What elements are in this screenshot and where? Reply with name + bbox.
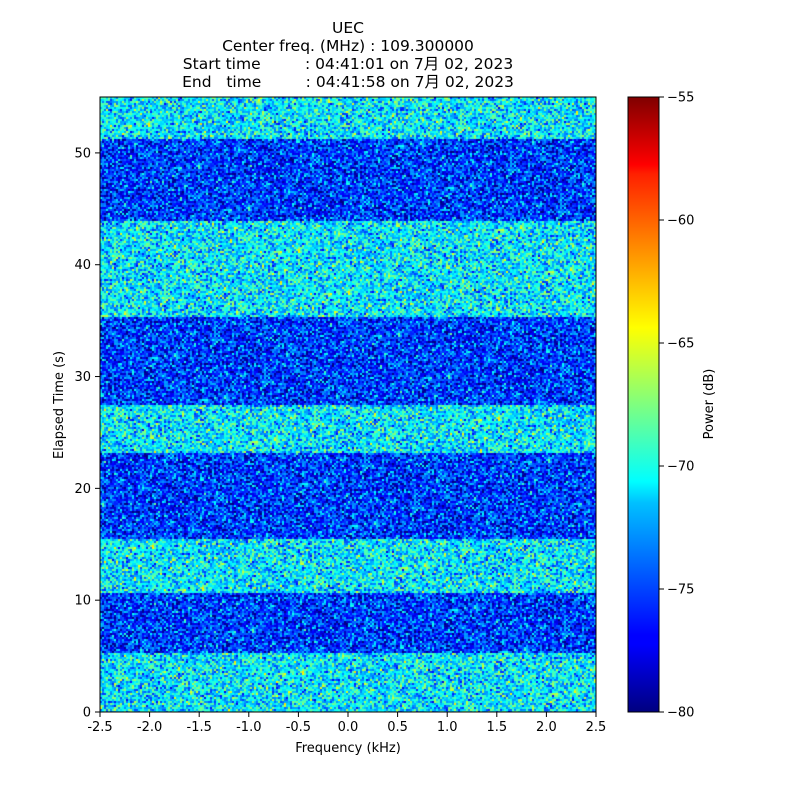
colorbar-axis: −55 −60 −65 −70 −75 −80	[659, 91, 694, 721]
spectrogram-image	[100, 97, 596, 712]
title-line-3: Start time : 04:41:01 on 7月 02, 2023	[182, 55, 514, 73]
x-axis-label: Frequency (kHz)	[295, 741, 401, 756]
x-tick-label: 2.0	[536, 720, 557, 735]
x-axis: -2.5 -2.0 -1.5 -1.0 -0.5 0.0 0.5 1.0 1.5 2.0 2.5	[87, 712, 606, 735]
colorbar	[627, 96, 660, 713]
x-tick-label: 0.5	[387, 720, 408, 735]
y-tick-label: 20	[74, 482, 91, 497]
y-tick-label: 30	[74, 370, 91, 385]
colorbar-label: Power (dB)	[702, 369, 717, 440]
spectrogram-heatmap	[100, 97, 596, 712]
y-tick-label: 0	[83, 706, 91, 721]
x-tick-label: 2.5	[586, 720, 607, 735]
y-tick-label: 40	[74, 258, 91, 273]
chart-title: UEC Center freq. (MHz) : 109.300000 Star…	[100, 19, 596, 91]
title-line-2: Center freq. (MHz) : 109.300000	[222, 37, 474, 55]
x-tick-label: 1.5	[486, 720, 507, 735]
title-line-1: UEC	[332, 19, 364, 37]
x-tick-label: -1.0	[236, 720, 261, 735]
colorbar-tick-label: −60	[667, 214, 694, 229]
x-tick-label: 0.0	[338, 720, 359, 735]
colorbar-tick-label: −80	[667, 706, 694, 721]
x-tick-label: -2.5	[87, 720, 112, 735]
x-tick-label: 1.0	[437, 720, 458, 735]
colorbar-tick-label: −70	[667, 460, 694, 475]
y-axis: 0 10 20 30 40 50	[74, 146, 100, 721]
colorbar-tick-label: −65	[667, 337, 694, 352]
x-tick-label: -1.5	[187, 720, 212, 735]
y-axis-label: Elapsed Time (s)	[52, 351, 67, 459]
x-tick-label: -0.5	[286, 720, 311, 735]
title-line-4: End time : 04:41:58 on 7月 02, 2023	[182, 73, 514, 91]
colorbar-tick-label: −75	[667, 583, 694, 598]
y-tick-label: 10	[74, 594, 91, 609]
x-tick-label: -2.0	[137, 720, 162, 735]
colorbar-tick-label: −55	[667, 91, 694, 106]
y-tick-label: 50	[74, 146, 91, 161]
